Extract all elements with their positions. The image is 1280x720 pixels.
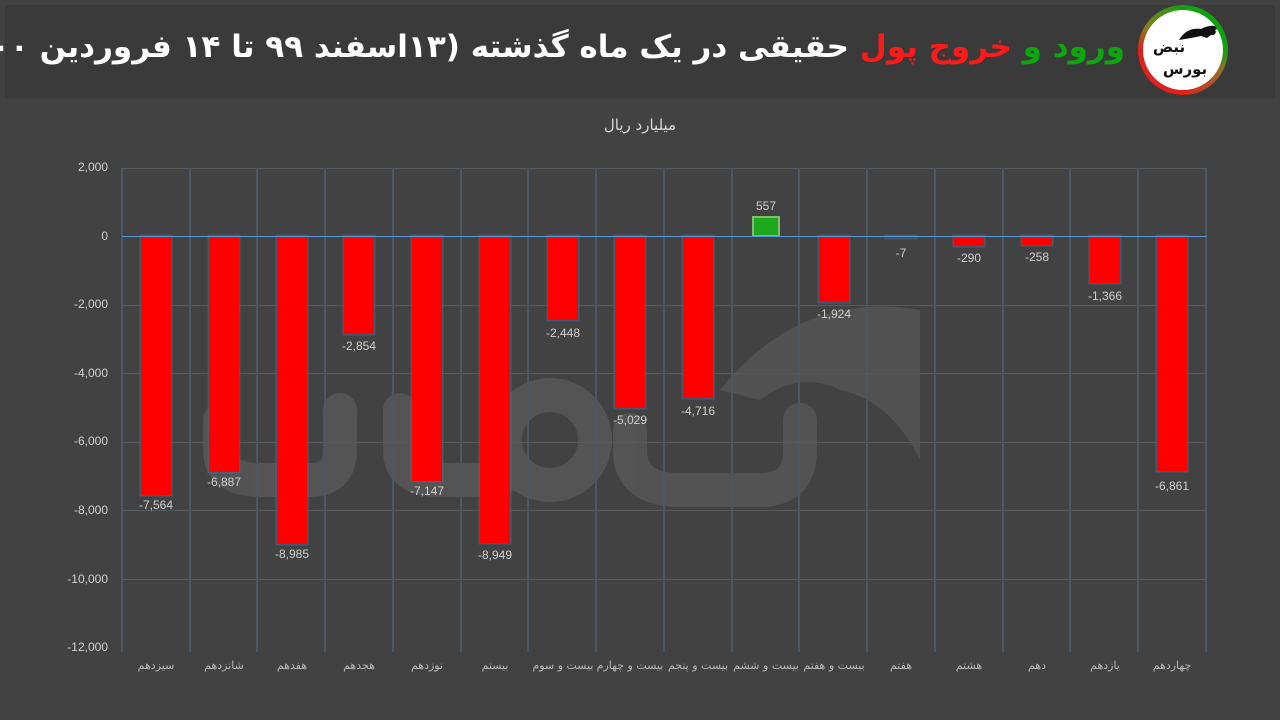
y-tick: -6,000: [73, 434, 108, 448]
gridline-v: [798, 168, 800, 652]
chart-title: میلیارد ریال: [603, 116, 677, 134]
x-label: بیست و هفتم: [803, 659, 865, 672]
x-label: نوزدهم: [410, 659, 444, 672]
x-label: هجدهم: [343, 659, 375, 672]
data-label: -7,147: [409, 484, 445, 498]
data-label: -258: [1024, 250, 1050, 264]
bar[interactable]: [141, 236, 171, 495]
gridline-v: [934, 168, 936, 652]
x-label: بیستم: [481, 659, 509, 672]
data-label: -7: [895, 246, 907, 260]
gridline-v: [731, 168, 733, 652]
data-label: 557: [755, 199, 777, 213]
bar[interactable]: [615, 236, 645, 408]
data-label: -7,564: [138, 498, 174, 512]
title-banner: [5, 5, 1275, 98]
x-label: بیست و چهارم: [596, 659, 664, 672]
y-tick: -2,000: [73, 297, 108, 311]
bar[interactable]: [954, 236, 984, 246]
gridline-v: [189, 168, 191, 652]
y-tick: -10,000: [67, 572, 108, 586]
gridline-v: [1137, 168, 1139, 652]
x-label: بیست و ششم: [733, 659, 799, 672]
gridline-v: [324, 168, 326, 652]
title-outflow: خروج پول: [859, 29, 1012, 65]
bar[interactable]: [344, 236, 374, 334]
data-label: -5,029: [612, 413, 648, 427]
zero-axis-line: [122, 236, 1207, 237]
gridline-v: [866, 168, 868, 652]
y-tick: 2,000: [77, 160, 108, 174]
gridline-v: [392, 168, 394, 652]
gridline-v: [460, 168, 462, 652]
data-label: -6,887: [206, 475, 242, 489]
x-label: بیست و پنجم: [667, 659, 729, 672]
x-label: هفدهم: [276, 659, 308, 672]
data-label: -1,924: [816, 307, 852, 321]
page-title: ورود و خروج پول حقیقی در یک ماه گذشته (۱…: [0, 22, 1125, 72]
x-label: هشتم: [955, 659, 983, 672]
bar[interactable]: [683, 236, 713, 398]
x-label: چهاردهم: [1152, 659, 1192, 672]
gridline-v: [256, 168, 258, 652]
gridline-v: [663, 168, 665, 652]
bar[interactable]: [754, 218, 778, 235]
title-inflow: ورود و: [1022, 29, 1125, 65]
data-label: -4,716: [680, 404, 716, 418]
x-label: سیزدهم: [137, 659, 175, 672]
y-tick: -8,000: [73, 503, 108, 517]
data-label: -2,854: [341, 339, 377, 353]
data-label: -1,366: [1087, 289, 1123, 303]
bar[interactable]: [886, 236, 916, 238]
data-label: -290: [956, 251, 982, 265]
x-label: شانزدهم: [204, 659, 244, 672]
bar[interactable]: [1157, 236, 1187, 471]
x-label: بیست و سوم: [532, 659, 594, 672]
gridline-v: [121, 168, 123, 652]
x-label: هفتم: [889, 659, 912, 672]
bar[interactable]: [1090, 236, 1120, 283]
bar[interactable]: [412, 236, 442, 481]
bar[interactable]: [1022, 236, 1052, 245]
gridline-v: [595, 168, 597, 652]
bull-icon: [1179, 25, 1219, 40]
data-label: -6,861: [1154, 479, 1190, 493]
bar[interactable]: [480, 236, 510, 543]
x-label: دهم: [1027, 659, 1047, 672]
y-tick: -12,000: [67, 640, 108, 654]
gridline-v: [1069, 168, 1071, 652]
plot-area: -7,564 -6,887 -8,985 -2,854 -7,147 -8,94…: [121, 168, 1207, 652]
bar[interactable]: [209, 236, 239, 472]
y-tick: -4,000: [73, 366, 108, 380]
y-tick: 0: [101, 229, 108, 243]
bar[interactable]: [819, 236, 849, 302]
data-label: -8,985: [274, 547, 310, 561]
logo-text-bottom: بورس: [1162, 60, 1208, 78]
data-label: -8,949: [477, 548, 513, 562]
gridline-v: [1002, 168, 1004, 652]
x-label: یازدهم: [1090, 659, 1120, 672]
gridline-v: [1205, 168, 1207, 652]
logo-text-top: نبض: [1152, 38, 1186, 56]
brand-logo: نبض بورس: [1138, 5, 1228, 95]
bar[interactable]: [548, 236, 578, 320]
gridline-v: [527, 168, 529, 652]
bar[interactable]: [277, 236, 307, 544]
data-label: -2,448: [545, 326, 581, 340]
title-rest: حقیقی در یک ماه گذشته (۱۳اسفند ۹۹ تا ۱۴ …: [0, 29, 850, 65]
